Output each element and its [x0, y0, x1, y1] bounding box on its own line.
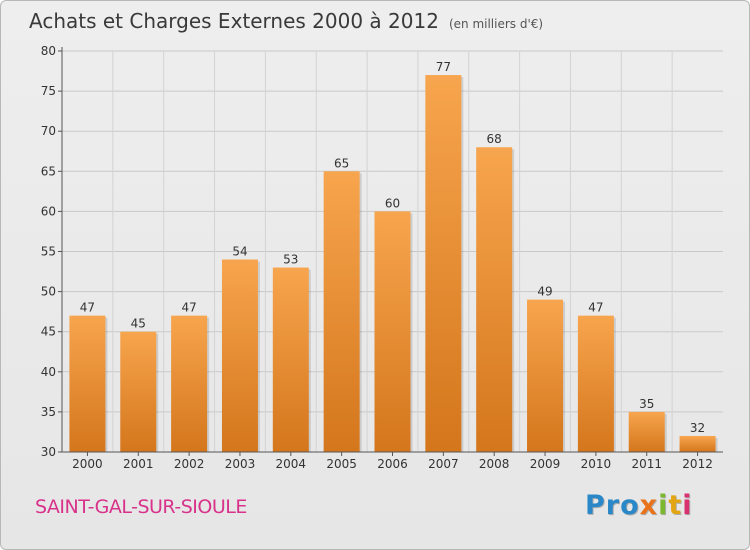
data-label-2002: 47 [181, 301, 196, 315]
bar-2004 [272, 267, 309, 452]
data-label-2012: 32 [690, 421, 705, 435]
bar-2008 [476, 147, 513, 453]
data-label-2011: 35 [639, 397, 654, 411]
x-tick-label-2005: 2005 [326, 457, 357, 471]
city-name: SAINT-GAL-SUR-SIOULE [35, 496, 247, 518]
x-tick-label-2009: 2009 [530, 457, 561, 471]
bar-2007 [425, 75, 462, 452]
y-tick-label: 45 [41, 325, 56, 339]
y-tick-label: 65 [41, 164, 56, 178]
chart-title: Achats et Charges Externes 2000 à 2012 (e… [29, 9, 543, 33]
bar-2005 [323, 171, 360, 453]
y-tick-label: 55 [41, 245, 56, 259]
bar-2000 [69, 315, 106, 452]
x-tick-label-2001: 2001 [123, 457, 154, 471]
x-tick-label-2003: 2003 [225, 457, 256, 471]
x-tick-label-2011: 2011 [631, 457, 662, 471]
data-label-2007: 77 [436, 60, 451, 74]
bar-2010 [577, 315, 614, 452]
data-label-2006: 60 [385, 196, 400, 210]
bar-2002 [171, 315, 208, 452]
bar-2011 [628, 411, 665, 452]
y-tick-label: 40 [41, 365, 56, 379]
y-tick-label: 80 [41, 44, 56, 58]
x-tick-label-2000: 2000 [72, 457, 103, 471]
y-tick-label: 50 [41, 285, 56, 299]
data-label-2008: 68 [487, 132, 502, 146]
proxiti-logo: Proxiti [585, 490, 693, 521]
y-tick-label: 75 [41, 84, 56, 98]
bar-2001 [120, 331, 157, 452]
data-label-2010: 47 [588, 301, 603, 315]
y-tick-label: 60 [41, 204, 56, 218]
data-label-2003: 54 [232, 245, 247, 259]
data-label-2004: 53 [283, 253, 298, 267]
bar-2009 [527, 299, 564, 452]
y-tick-label: 30 [41, 445, 56, 459]
x-tick-label-2012: 2012 [682, 457, 713, 471]
chart-subtitle: (en milliers d'€) [448, 17, 544, 31]
bar-2006 [374, 211, 411, 452]
y-tick-label: 70 [41, 124, 56, 138]
bar-2012 [679, 435, 716, 452]
x-tick-label-2008: 2008 [479, 457, 510, 471]
bars: 47 45 47 54 53 65 60 77 68 49 47 35 32 [69, 60, 718, 453]
x-tick-label-2006: 2006 [377, 457, 408, 471]
data-label-2005: 65 [334, 156, 349, 170]
y-tick-label: 35 [41, 405, 56, 419]
x-tick-label-2004: 2004 [276, 457, 307, 471]
x-tick-label-2007: 2007 [428, 457, 459, 471]
data-label-2001: 45 [131, 317, 146, 331]
chart-title-text: Achats et Charges Externes 2000 à 2012 [29, 9, 439, 33]
data-label-2000: 47 [80, 301, 95, 315]
data-label-2009: 49 [537, 285, 552, 299]
bar-2003 [221, 259, 258, 452]
x-tick-label-2002: 2002 [174, 457, 205, 471]
axes: 30 35 40 45 50 55 60 65 70 75 80 2000 2001 2002 2003 20… [41, 44, 723, 471]
x-tick-label-2010: 2010 [581, 457, 612, 471]
